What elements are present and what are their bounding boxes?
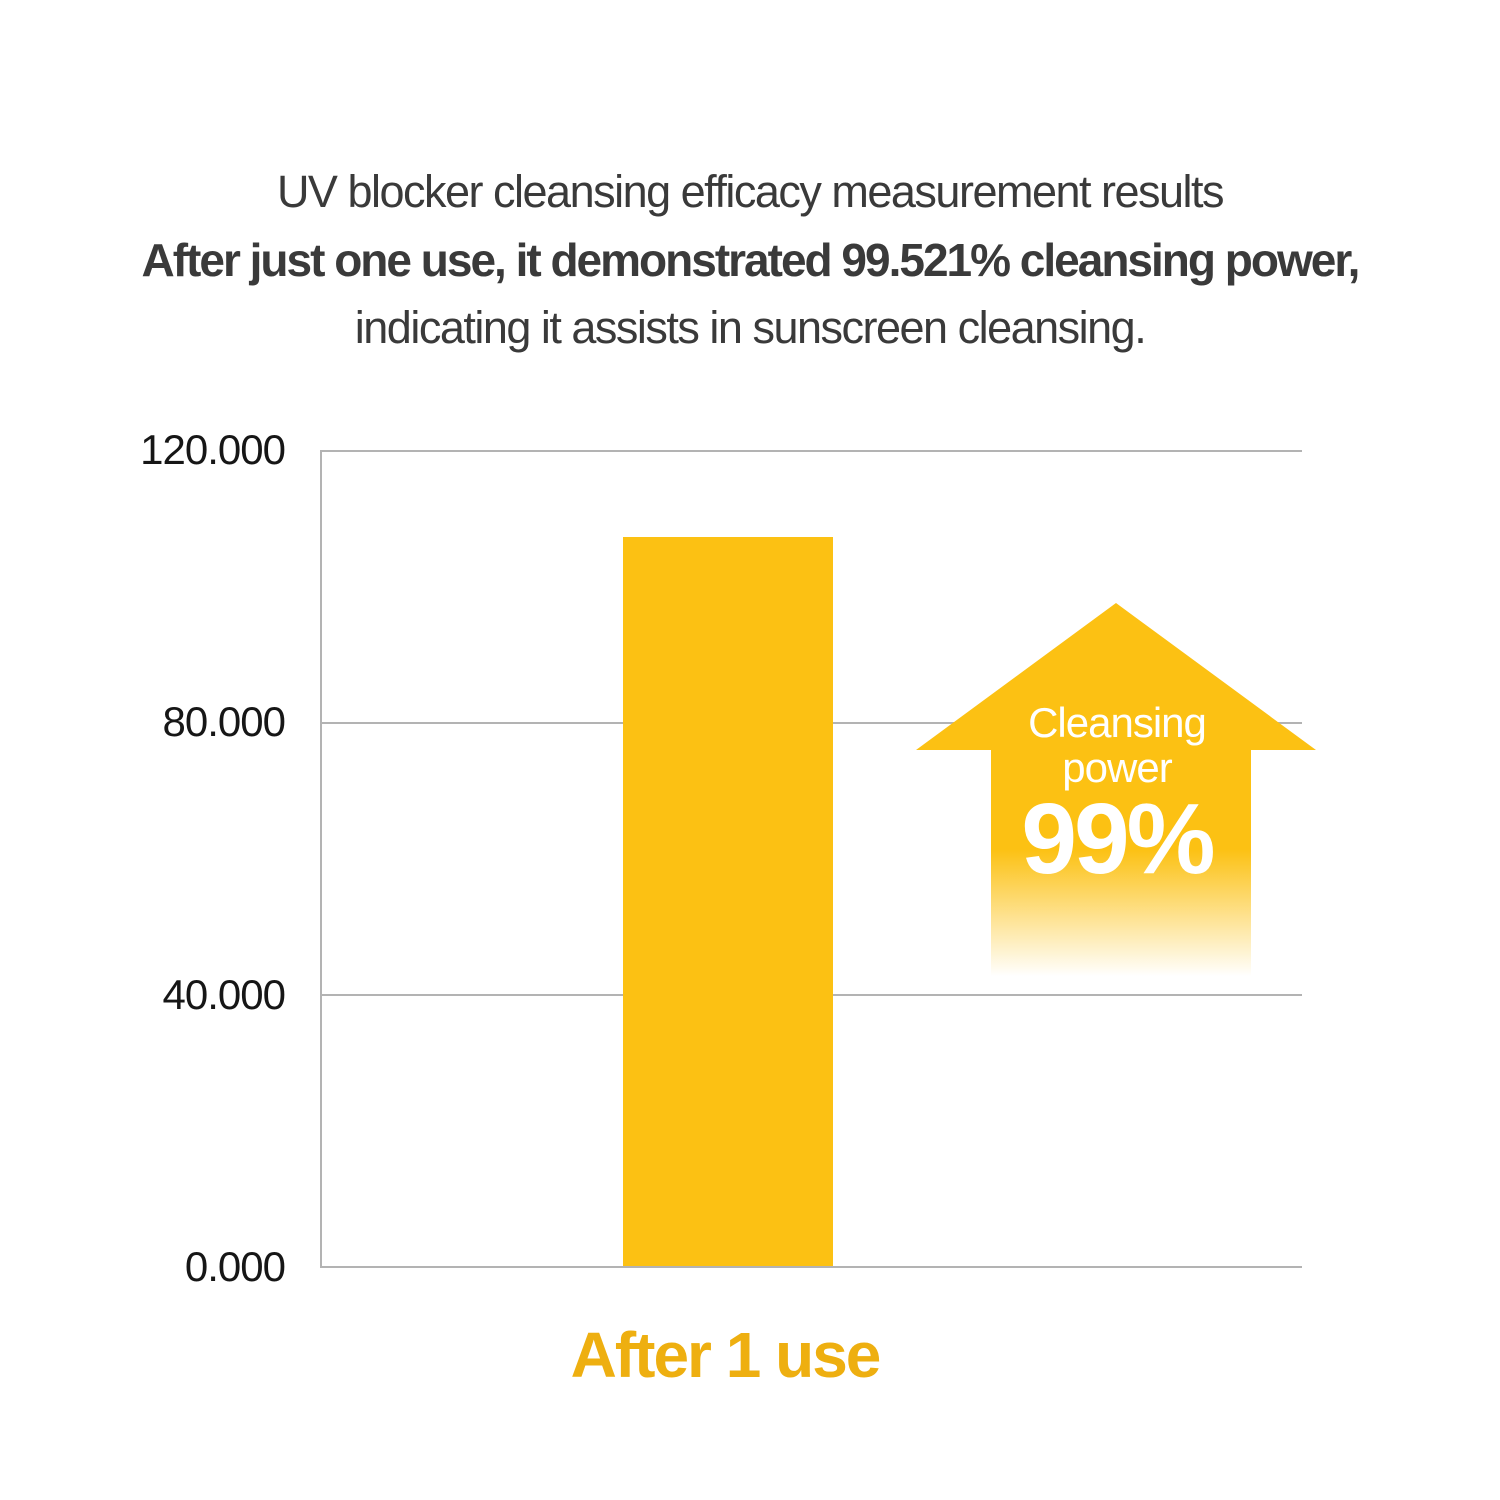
x-axis-line — [320, 1266, 1302, 1268]
title-line-2: After just one use, it demonstrated 99.5… — [141, 234, 1361, 286]
title-line-3: indicating it assists in sunscreen clean… — [354, 302, 1147, 353]
y-tick-label-120000: 120.000 — [140, 426, 286, 473]
up-arrow-shape — [916, 603, 1316, 988]
gridline-120000 — [320, 450, 1302, 452]
y-tick-label-80000: 80.000 — [162, 698, 286, 745]
badge-value: 99% — [1021, 783, 1215, 895]
plot-area — [320, 450, 1302, 1268]
bar-after-1-use — [623, 536, 833, 1266]
y-tick-label-40000: 40.000 — [162, 971, 286, 1018]
y-tick-label-0: 0.000 — [184, 1243, 286, 1290]
y-axis-line — [320, 450, 322, 1268]
cleansing-power-arrow-icon — [916, 603, 1316, 988]
badge-line-2: power — [1062, 744, 1172, 791]
badge-line-1: Cleansing — [1028, 699, 1207, 746]
title-block: UV blocker cleansing efficacy measuremen… — [0, 158, 1500, 362]
title-line-1: UV blocker cleansing efficacy measuremen… — [276, 166, 1225, 217]
cleansing-power-badge: Cleansing power 99% — [957, 699, 1277, 895]
x-axis-label: After 1 use — [570, 1319, 882, 1391]
